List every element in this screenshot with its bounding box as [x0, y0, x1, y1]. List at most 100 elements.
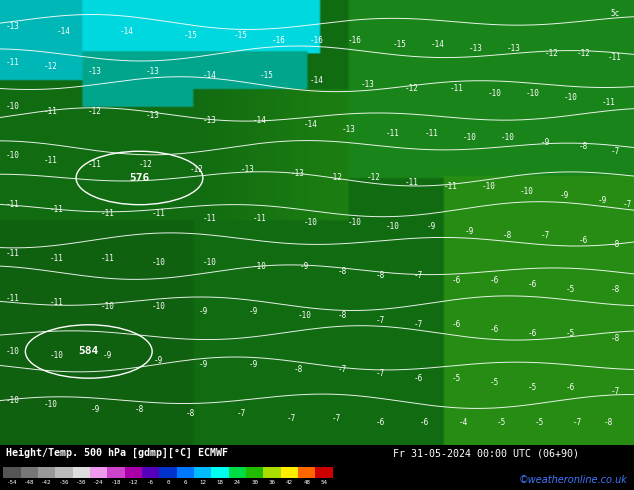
Text: -36: -36	[59, 480, 69, 486]
Bar	[3, 467, 20, 478]
Text: -11: -11	[386, 129, 400, 138]
Text: -10: -10	[50, 351, 64, 361]
Text: 584: 584	[79, 346, 99, 357]
Text: -12: -12	[139, 160, 153, 169]
Text: -6: -6	[420, 418, 429, 427]
Text: -14: -14	[304, 120, 318, 129]
Text: -12: -12	[405, 84, 419, 94]
Text: -8: -8	[338, 311, 347, 320]
Text: -10: -10	[297, 311, 311, 320]
Bar	[38, 467, 55, 478]
Text: -11: -11	[424, 129, 438, 138]
Text: -11: -11	[50, 298, 64, 307]
Text: -8: -8	[186, 409, 195, 418]
Text: -6: -6	[579, 236, 588, 245]
Bar	[72, 467, 90, 478]
Text: 6: 6	[184, 480, 187, 486]
Text: -12: -12	[190, 165, 204, 173]
Text: -6: -6	[490, 276, 499, 285]
Text: -10: -10	[348, 218, 362, 227]
Text: 30: 30	[251, 480, 258, 486]
Text: -7: -7	[287, 414, 296, 423]
Text: -11: -11	[253, 214, 267, 222]
Text: -16: -16	[310, 36, 324, 45]
Text: -10: -10	[386, 222, 400, 231]
Text: -10: -10	[202, 258, 216, 267]
Text: -10: -10	[526, 89, 540, 98]
Text: -9: -9	[541, 138, 550, 147]
Text: -15: -15	[234, 31, 248, 40]
Text: -13: -13	[145, 67, 159, 75]
Text: -11: -11	[6, 58, 20, 67]
Text: -9: -9	[198, 360, 207, 369]
Text: 36: 36	[269, 480, 276, 486]
Text: -10: -10	[481, 182, 495, 192]
Text: -8: -8	[611, 285, 619, 294]
Bar	[125, 467, 142, 478]
Text: -8: -8	[611, 240, 619, 249]
Text: -8: -8	[135, 405, 144, 414]
Text: -7: -7	[541, 231, 550, 240]
Text: -13: -13	[469, 45, 482, 53]
Text: -7: -7	[376, 316, 385, 325]
Bar	[107, 467, 125, 478]
Text: -7: -7	[611, 387, 619, 396]
Text: -6: -6	[376, 418, 385, 427]
Text: -13: -13	[202, 116, 216, 124]
Text: 18: 18	[217, 480, 224, 486]
Text: -16: -16	[348, 36, 362, 45]
Text: -9: -9	[427, 222, 436, 231]
Text: -13: -13	[507, 45, 521, 53]
Text: -9: -9	[154, 356, 163, 365]
Text: -42: -42	[41, 480, 52, 486]
Text: -13: -13	[240, 165, 254, 173]
Text: -7: -7	[376, 369, 385, 378]
Text: -5: -5	[490, 378, 499, 387]
Text: 576: 576	[129, 173, 150, 183]
Text: -8: -8	[294, 365, 302, 374]
Text: -7: -7	[332, 414, 340, 423]
Text: -12: -12	[128, 480, 139, 486]
Text: -10: -10	[152, 258, 165, 267]
Text: -11: -11	[6, 294, 20, 303]
Text: -8: -8	[338, 267, 347, 276]
Text: -11: -11	[101, 253, 115, 263]
Bar	[177, 467, 194, 478]
Text: Height/Temp. 500 hPa [gdmp][°C] ECMWF: Height/Temp. 500 hPa [gdmp][°C] ECMWF	[6, 448, 228, 458]
Text: -13: -13	[361, 80, 375, 89]
Text: -11: -11	[6, 200, 20, 209]
Text: 0: 0	[166, 480, 170, 486]
Text: -14: -14	[202, 71, 216, 80]
Text: -10: -10	[6, 396, 20, 405]
Text: -6: -6	[452, 276, 461, 285]
Text: -5: -5	[452, 374, 461, 383]
Text: 48: 48	[303, 480, 310, 486]
Text: -11: -11	[88, 160, 102, 169]
Text: -7: -7	[611, 147, 619, 156]
Text: -8: -8	[376, 271, 385, 280]
Text: -24: -24	[93, 480, 104, 486]
Text: -13: -13	[6, 22, 20, 31]
Text: -11: -11	[6, 249, 20, 258]
Text: -11: -11	[602, 98, 616, 107]
Text: -8: -8	[503, 231, 512, 240]
Text: -12: -12	[44, 62, 58, 71]
Text: ©weatheronline.co.uk: ©weatheronline.co.uk	[519, 475, 628, 486]
Text: 12: 12	[199, 480, 206, 486]
Text: Fr 31-05-2024 00:00 UTC (06+90): Fr 31-05-2024 00:00 UTC (06+90)	[393, 448, 579, 458]
Text: -5: -5	[528, 383, 537, 392]
Text: -10: -10	[519, 187, 533, 196]
Text: -4: -4	[458, 418, 467, 427]
Text: -6: -6	[414, 374, 423, 383]
Text: -11: -11	[152, 209, 165, 218]
Text: -7: -7	[338, 365, 347, 374]
Text: -11: -11	[405, 178, 419, 187]
Text: -15: -15	[183, 31, 197, 40]
Bar	[211, 467, 229, 478]
Text: -10: -10	[6, 151, 20, 160]
Bar	[20, 467, 38, 478]
Text: -9: -9	[300, 263, 309, 271]
Text: -5: -5	[566, 285, 575, 294]
Bar	[264, 467, 281, 478]
Text: -6: -6	[528, 329, 537, 338]
